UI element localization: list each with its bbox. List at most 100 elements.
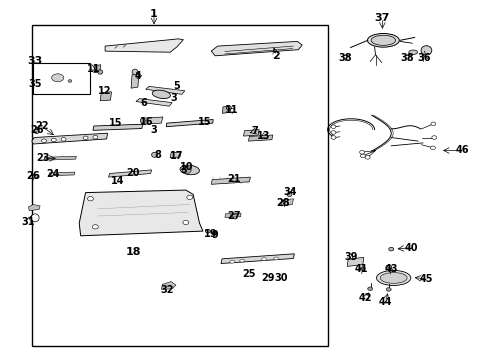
Polygon shape (131, 74, 139, 88)
Ellipse shape (211, 231, 216, 235)
Text: 46: 46 (454, 145, 468, 156)
Ellipse shape (273, 257, 278, 260)
Text: 26: 26 (30, 125, 43, 135)
Text: 44: 44 (378, 297, 391, 307)
Ellipse shape (61, 138, 66, 141)
Polygon shape (28, 204, 40, 211)
Ellipse shape (34, 174, 39, 179)
Text: 2: 2 (272, 51, 280, 61)
Ellipse shape (87, 197, 93, 201)
Text: 37: 37 (374, 13, 389, 23)
Polygon shape (44, 156, 76, 160)
Ellipse shape (41, 139, 46, 143)
Polygon shape (32, 25, 327, 346)
Text: 4: 4 (135, 71, 142, 81)
Ellipse shape (68, 80, 72, 82)
Polygon shape (281, 199, 293, 206)
Polygon shape (211, 41, 302, 56)
Ellipse shape (385, 265, 391, 269)
Text: 38: 38 (337, 53, 351, 63)
Ellipse shape (430, 122, 435, 126)
Text: 29: 29 (261, 273, 274, 283)
Ellipse shape (370, 35, 395, 45)
Polygon shape (166, 120, 213, 127)
Text: 7: 7 (250, 126, 257, 136)
Polygon shape (145, 86, 184, 94)
Text: 36: 36 (417, 53, 430, 63)
Text: 23: 23 (36, 153, 50, 163)
Text: 14: 14 (110, 176, 124, 186)
Polygon shape (161, 282, 176, 289)
Ellipse shape (183, 220, 188, 225)
Ellipse shape (31, 214, 39, 222)
Text: 26: 26 (26, 171, 40, 181)
Ellipse shape (239, 259, 244, 262)
Text: 19: 19 (203, 229, 217, 239)
Ellipse shape (380, 273, 406, 283)
Ellipse shape (359, 150, 364, 154)
Polygon shape (33, 63, 90, 94)
Polygon shape (105, 39, 183, 52)
Ellipse shape (151, 152, 157, 157)
Ellipse shape (408, 50, 417, 54)
Ellipse shape (431, 136, 436, 139)
Text: 15: 15 (197, 117, 211, 127)
Text: 3: 3 (170, 93, 177, 103)
Polygon shape (170, 152, 181, 158)
Text: 43: 43 (384, 264, 397, 274)
Polygon shape (346, 257, 363, 266)
Text: 45: 45 (419, 274, 432, 284)
Polygon shape (108, 170, 151, 177)
Text: 9: 9 (211, 230, 218, 240)
Text: 16: 16 (140, 117, 153, 127)
Ellipse shape (286, 192, 291, 197)
Text: 34: 34 (283, 186, 296, 197)
Text: 30: 30 (274, 273, 287, 283)
Text: 3: 3 (180, 165, 186, 175)
Ellipse shape (367, 287, 372, 291)
Ellipse shape (186, 195, 192, 199)
Text: 17: 17 (170, 150, 183, 161)
Polygon shape (142, 117, 163, 124)
Text: 27: 27 (226, 211, 240, 221)
Text: 25: 25 (242, 269, 256, 279)
Ellipse shape (261, 258, 266, 261)
Text: 11: 11 (224, 105, 238, 115)
Ellipse shape (429, 146, 434, 150)
Text: 22: 22 (35, 121, 48, 131)
Text: 32: 32 (160, 285, 174, 295)
Text: 10: 10 (180, 162, 193, 172)
Ellipse shape (83, 136, 88, 140)
Text: 5: 5 (173, 81, 180, 91)
Text: 1: 1 (150, 9, 158, 19)
Text: 40: 40 (404, 243, 418, 253)
Polygon shape (243, 130, 259, 136)
Polygon shape (49, 172, 75, 176)
Polygon shape (221, 254, 294, 264)
Polygon shape (32, 133, 107, 144)
Text: 18: 18 (125, 247, 141, 257)
Ellipse shape (226, 106, 231, 110)
Polygon shape (79, 190, 203, 236)
Ellipse shape (360, 154, 365, 158)
Ellipse shape (330, 131, 335, 134)
Text: 35: 35 (28, 78, 42, 89)
Text: 38: 38 (399, 53, 413, 63)
Ellipse shape (367, 33, 398, 47)
Ellipse shape (152, 90, 170, 99)
Ellipse shape (205, 229, 210, 233)
Polygon shape (93, 124, 142, 130)
Ellipse shape (93, 135, 98, 139)
Text: 31: 31 (21, 217, 35, 228)
Polygon shape (100, 92, 111, 101)
Text: 6: 6 (140, 98, 146, 108)
Polygon shape (136, 99, 172, 106)
Text: 39: 39 (344, 252, 357, 262)
Ellipse shape (51, 138, 56, 142)
Ellipse shape (34, 129, 39, 134)
Ellipse shape (132, 69, 138, 75)
Text: 20: 20 (126, 168, 140, 178)
Ellipse shape (376, 270, 410, 285)
Text: 11: 11 (87, 64, 101, 74)
Ellipse shape (182, 166, 191, 174)
